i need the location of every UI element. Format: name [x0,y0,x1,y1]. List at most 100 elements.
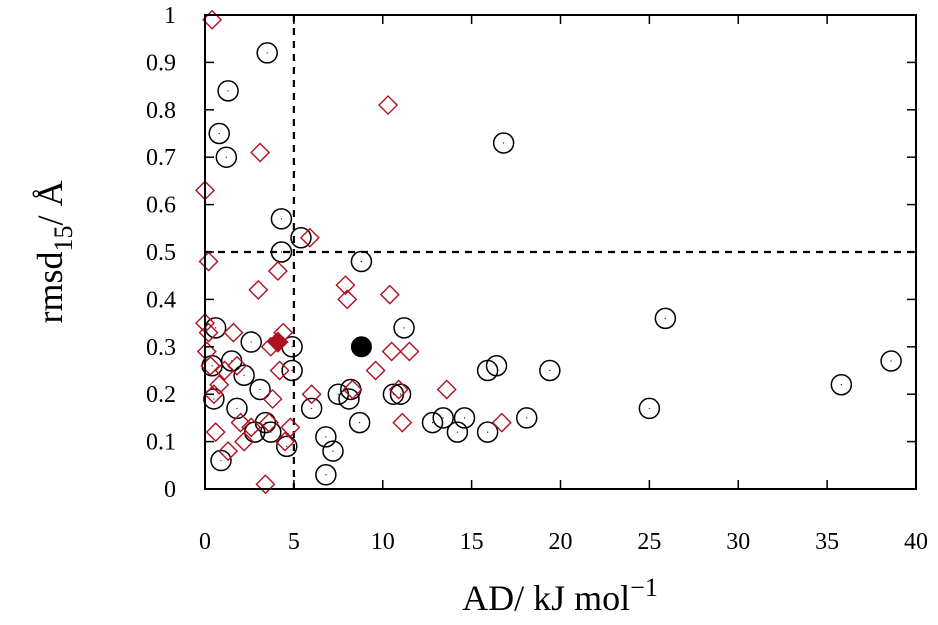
y-axis-title-sub: 15 [49,226,78,252]
axes [204,14,917,490]
circle-point-center-36 [456,431,459,433]
diamond-point-39 [399,341,420,362]
y-tick-label: 0.4 [146,287,176,313]
circle-point-center-16 [280,218,283,220]
diamond-point-4 [198,322,219,343]
circle-point-center-4 [225,156,227,158]
circle-point-center-6 [220,459,222,462]
diamond-point-28 [299,227,320,248]
circle-point-center-1 [215,327,217,329]
y-tick-label: 0.8 [146,98,176,124]
circle-point-22 [300,397,323,420]
circle-point-21 [290,227,312,249]
circle-point-center-35 [442,417,444,419]
circle-point-33 [393,317,415,339]
circle-point-center-2 [213,398,215,400]
diamond-point-2 [198,251,219,272]
diamond-point-32 [342,379,363,400]
diamond-point-11 [218,441,239,462]
circle-point-6 [210,449,232,472]
circle-point-center-40 [487,431,489,433]
circle-point-29 [348,411,371,434]
tick-labels: 0 5 10 15 20 25 30 35 40 0 0.1 0.2 0.3 0.4 0.5 0.6 0.7 0.… [146,3,928,555]
highlight-circle-point [350,336,372,358]
circle-point-40 [476,421,499,443]
circle-point-9 [233,364,255,386]
y-axis-title-main: rmsd [30,252,70,324]
y-tick-label: 0.3 [146,335,176,361]
circle-point-4 [215,146,238,168]
diamond-point-0 [202,9,223,30]
circle-point-15 [256,42,278,64]
circle-point-center-33 [403,327,405,329]
diamond-point-17 [248,279,269,300]
x-tick-label: 0 [199,529,211,555]
diamond-point-16 [241,417,262,438]
circle-point-30 [350,250,373,273]
circle-point-37 [453,407,476,429]
diamond-point-34 [378,95,399,116]
diamond-point-15 [234,431,255,452]
circle-point-center-0 [211,365,213,367]
circle-point-center-47 [890,360,892,362]
circle-point-43 [539,359,561,382]
y-tick-label: 0.5 [146,240,176,266]
circle-point-center-34 [431,422,434,424]
diamond-point-19 [255,474,276,495]
circle-point-39 [485,355,508,377]
highlight-diamond-point [267,331,289,353]
circle-point-center-46 [840,384,842,386]
circle-point-44 [638,397,661,420]
circle-point-center-28 [350,388,352,391]
diamond-point-12 [223,322,244,343]
diamond-point-36 [381,341,402,362]
diamond-point-9 [209,374,230,395]
diamond-point-23 [267,260,288,281]
circle-point-center-39 [495,365,498,367]
x-tick-label: 20 [549,529,573,555]
circle-point-34 [421,411,444,434]
circle-point-center-22 [311,407,313,410]
circle-point-36 [446,421,469,443]
diamond-point-29 [301,384,322,405]
circle-point-5 [217,80,239,102]
diamond-point-41 [491,412,512,433]
circle-point-center-15 [266,52,268,54]
circle-point-center-37 [463,417,466,419]
circle-point-center-29 [359,422,361,424]
circle-point-10 [240,331,262,353]
circle-point-center-24 [325,474,327,476]
y-tick-label: 0.9 [146,50,176,76]
circle-point-center-12 [259,388,261,391]
diamond-point-31 [337,289,358,310]
circle-point-18 [276,435,298,458]
diamond-point-40 [436,379,457,400]
diamond-point-30 [335,275,356,296]
plot-marks [195,9,916,495]
diamond-point-26 [274,431,295,452]
circle-point-center-20 [291,369,293,372]
x-tick-label: 40 [904,529,928,555]
diamond-point-14 [230,412,251,433]
circle-point-47 [880,350,902,372]
y-tick-label: 0.2 [146,382,176,408]
circle-point-27 [338,388,360,410]
y-tick-label: 1 [164,3,176,29]
circle-point-45 [654,307,677,330]
diamond-point-24 [269,360,290,381]
circle-point-center-42 [526,417,528,419]
circle-point-center-5 [227,90,229,92]
diamond-point-37 [388,379,409,400]
circle-point-23 [315,426,337,448]
x-axis-title-sup: −1 [630,573,658,602]
x-axis-title-main: AD/ kJ mol [462,578,630,618]
diamond-point-13 [227,355,247,376]
x-tick-label: 30 [726,529,750,555]
circle-point-center-25 [332,450,334,452]
circle-point-center-41 [503,142,505,144]
x-axis-title: AD/ kJ mol−1 [462,573,658,618]
circle-point-41 [492,132,515,154]
diamond-point-27 [280,417,301,438]
circle-point-center-43 [549,369,551,372]
